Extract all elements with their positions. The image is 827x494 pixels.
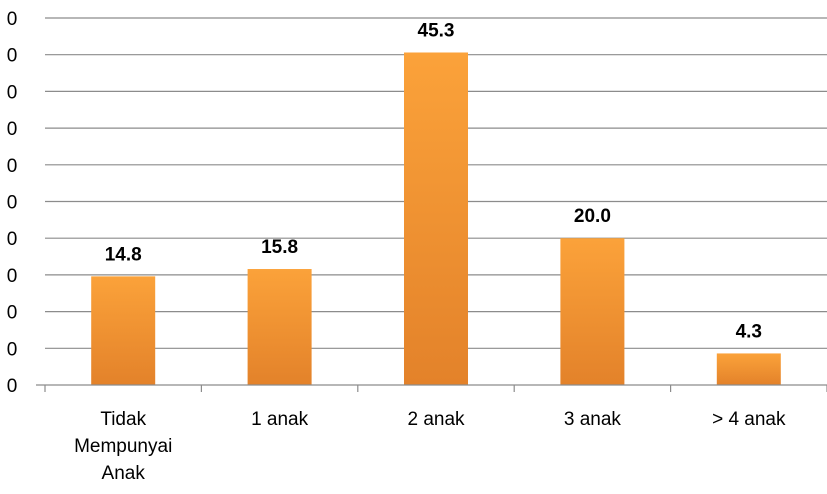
category-label: 3 anak	[564, 409, 622, 430]
y-tick-label: 0	[7, 9, 18, 30]
y-tick-label: 0	[7, 303, 18, 324]
data-label: 4.3	[736, 321, 762, 342]
x-axis	[36, 384, 827, 392]
category-label: 2 anak	[407, 409, 465, 430]
bar	[247, 269, 312, 385]
y-tick-label: 0	[7, 119, 18, 140]
bars	[91, 52, 781, 386]
category-label: Tidak Mempunyai Anak	[74, 409, 172, 484]
bar	[404, 52, 468, 386]
y-tick-label: 0	[7, 46, 18, 67]
y-tick-label: 0	[7, 266, 18, 287]
y-tick-label: 0	[7, 193, 18, 214]
data-labels: 14.8 15.8 45.3 20.0 4.3	[105, 20, 762, 342]
bar	[716, 353, 781, 385]
y-tick-label: 0	[7, 229, 18, 250]
y-tick-label: 0	[7, 156, 18, 177]
category-label: 1 anak	[251, 409, 309, 430]
bar	[91, 276, 156, 385]
category-label: > 4 anak	[712, 409, 786, 430]
data-label: 45.3	[418, 20, 455, 41]
data-label: 14.8	[105, 244, 142, 265]
y-tick-label: 0	[7, 82, 18, 103]
data-label: 20.0	[574, 206, 611, 227]
y-axis-tick-labels: 0 0 0 0 0 0 0 0 0 0 0	[7, 9, 18, 397]
category-labels: Tidak Mempunyai Anak 1 anak 2 anak 3 anak > 4 …	[74, 409, 786, 484]
bar	[560, 238, 625, 385]
y-tick-label: 0	[7, 339, 18, 360]
data-label: 15.8	[261, 237, 298, 258]
y-tick-label: 0	[7, 376, 18, 397]
